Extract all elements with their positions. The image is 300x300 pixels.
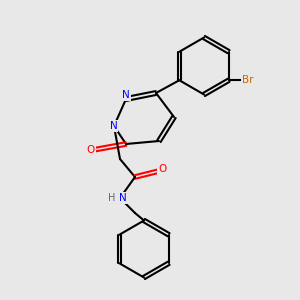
Text: H: H (108, 193, 115, 203)
Text: Br: Br (242, 75, 254, 85)
Text: O: O (158, 164, 167, 174)
Text: N: N (110, 121, 117, 131)
Text: O: O (86, 145, 95, 155)
Text: N: N (122, 90, 130, 100)
Text: N: N (119, 193, 127, 203)
